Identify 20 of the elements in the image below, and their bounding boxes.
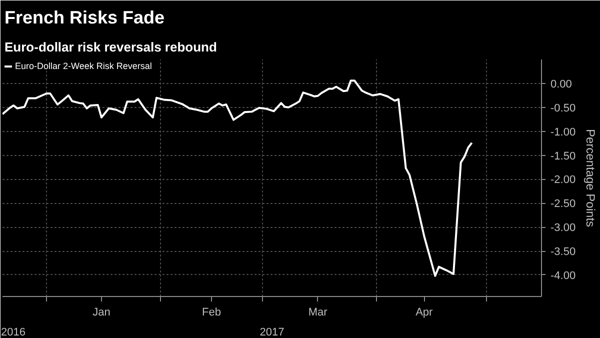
chart-subtitle: Euro-dollar risk reversals rebound [4, 40, 217, 54]
y-tick-label: -4.00 [550, 270, 576, 282]
y-tick-label: -1.00 [550, 126, 576, 138]
y-tick-label: -0.50 [550, 102, 576, 114]
legend-label: Euro-Dollar 2-Week Risk Reversal [15, 61, 152, 71]
text: 2016 [1, 326, 26, 338]
y-axis-title: Percentage Points [584, 128, 598, 228]
x-tick-label: Apr [416, 306, 434, 318]
y-tick-label: -1.50 [550, 150, 576, 162]
line-series [2, 80, 473, 277]
text: 2017 [260, 326, 284, 338]
y-tick-label: -3.00 [550, 222, 576, 234]
x-tick-label: Feb [202, 306, 221, 318]
chart-title: French Risks Fade [4, 8, 165, 28]
y-tick-label: -2.50 [550, 198, 576, 210]
x-tick-label: Mar [308, 306, 328, 318]
x-tick-label: Jan [92, 306, 110, 318]
y-tick-label: 0.00 [550, 78, 572, 90]
y-tick-label: -3.50 [550, 246, 576, 258]
y-tick-label: -2.00 [550, 174, 576, 186]
